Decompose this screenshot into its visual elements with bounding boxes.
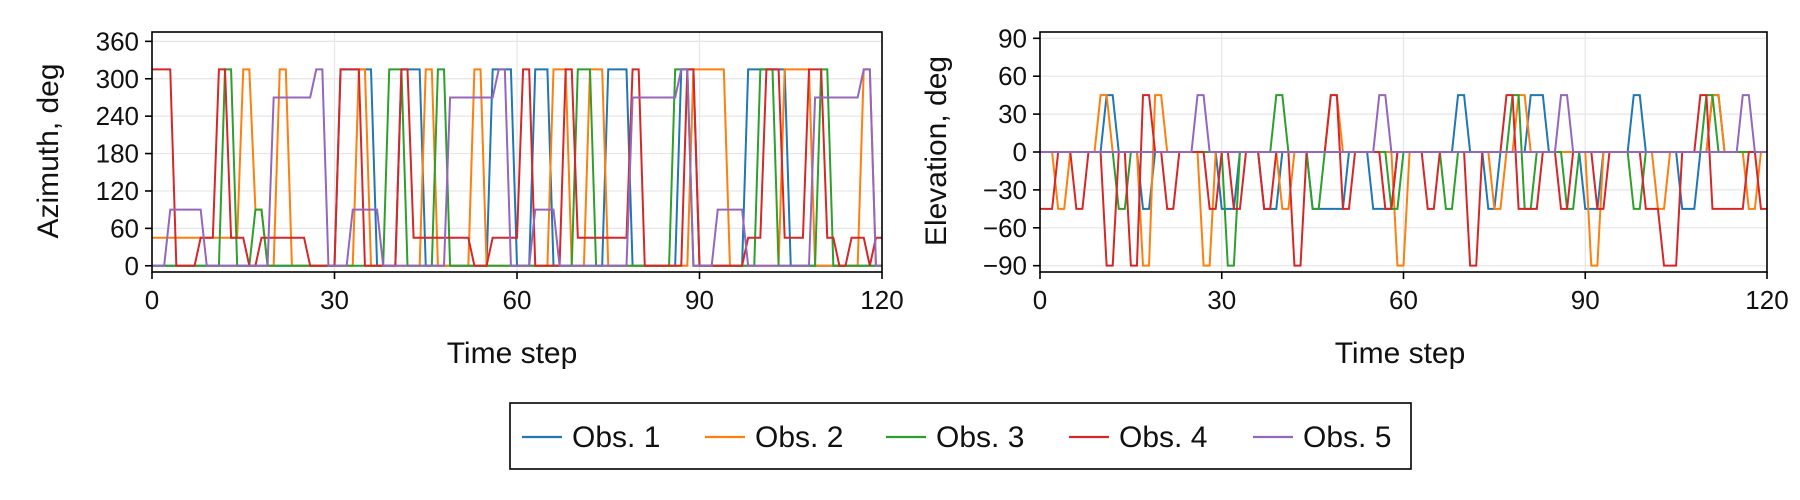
elevation-panel: 0 30 60 90 120 −90 −60 −30 0 30 60 90 Time step Ele… xyxy=(920,23,1789,370)
elevation-x-axis-label: Time step xyxy=(1335,337,1466,370)
azimuth-y-tick-label-180: 180 xyxy=(96,139,139,169)
azimuth-x-tick-label-90: 90 xyxy=(685,285,714,315)
elevation-y-tick-label--60: −60 xyxy=(983,213,1027,243)
azimuth-x-tick-label-120: 120 xyxy=(860,285,903,315)
elevation-y-axis-label: Elevation, deg xyxy=(920,56,953,246)
azimuth-y-tick-label-60: 60 xyxy=(110,213,139,243)
legend-label-obs-2: Obs. 2 xyxy=(755,421,843,454)
elevation-y-tick-label-60: 60 xyxy=(998,61,1027,91)
elevation-x-tick-label-30: 30 xyxy=(1207,285,1236,315)
azimuth-ticks: 0 30 60 90 120 0 60 120 180 240 300 360 xyxy=(96,26,904,315)
azimuth-y-tick-label-240: 240 xyxy=(96,101,139,131)
legend-label-obs-3: Obs. 3 xyxy=(936,421,1024,454)
azimuth-x-tick-label-30: 30 xyxy=(320,285,349,315)
legend: Obs. 1 Obs. 2 Obs. 3 Obs. 4 Obs. 5 xyxy=(509,402,1412,470)
azimuth-y-axis-label: Azimuth, deg xyxy=(32,63,65,238)
elevation-y-tick-label-90: 90 xyxy=(998,23,1027,53)
azimuth-x-axis-label: Time step xyxy=(447,337,578,370)
elevation-ticks: 0 30 60 90 120 −90 −60 −30 0 30 60 90 xyxy=(983,23,1789,315)
azimuth-series-obs-5 xyxy=(152,68,882,267)
elevation-series-obs-3 xyxy=(1040,94,1767,267)
elevation-y-tick-label-30: 30 xyxy=(998,99,1027,129)
elevation-series-obs-5 xyxy=(1040,94,1767,153)
azimuth-y-tick-label-0: 0 xyxy=(125,251,139,281)
azimuth-x-tick-label-60: 60 xyxy=(503,285,532,315)
elevation-series-group xyxy=(1040,94,1767,267)
azimuth-panel: 0 30 60 90 120 0 60 120 180 240 300 360 Time step A… xyxy=(32,26,904,370)
legend-label-obs-5: Obs. 5 xyxy=(1303,421,1391,454)
azimuth-y-tick-label-120: 120 xyxy=(96,176,139,206)
elevation-series-obs-4 xyxy=(1040,94,1767,267)
azimuth-y-tick-label-360: 360 xyxy=(96,26,139,56)
elevation-y-tick-label-0: 0 xyxy=(1013,137,1027,167)
elevation-y-tick-label--90: −90 xyxy=(983,251,1027,281)
legend-label-obs-1: Obs. 1 xyxy=(572,421,660,454)
elevation-x-tick-label-120: 120 xyxy=(1745,285,1788,315)
elevation-x-tick-label-60: 60 xyxy=(1389,285,1418,315)
elevation-x-tick-label-0: 0 xyxy=(1033,285,1047,315)
legend-label-obs-4: Obs. 4 xyxy=(1119,421,1207,454)
azimuth-y-tick-label-300: 300 xyxy=(96,64,139,94)
elevation-x-tick-label-90: 90 xyxy=(1571,285,1600,315)
azimuth-x-tick-label-0: 0 xyxy=(145,285,159,315)
azimuth-series-group xyxy=(152,68,882,267)
azimuth-series-obs-2 xyxy=(152,68,882,267)
elevation-y-tick-label--30: −30 xyxy=(983,175,1027,205)
